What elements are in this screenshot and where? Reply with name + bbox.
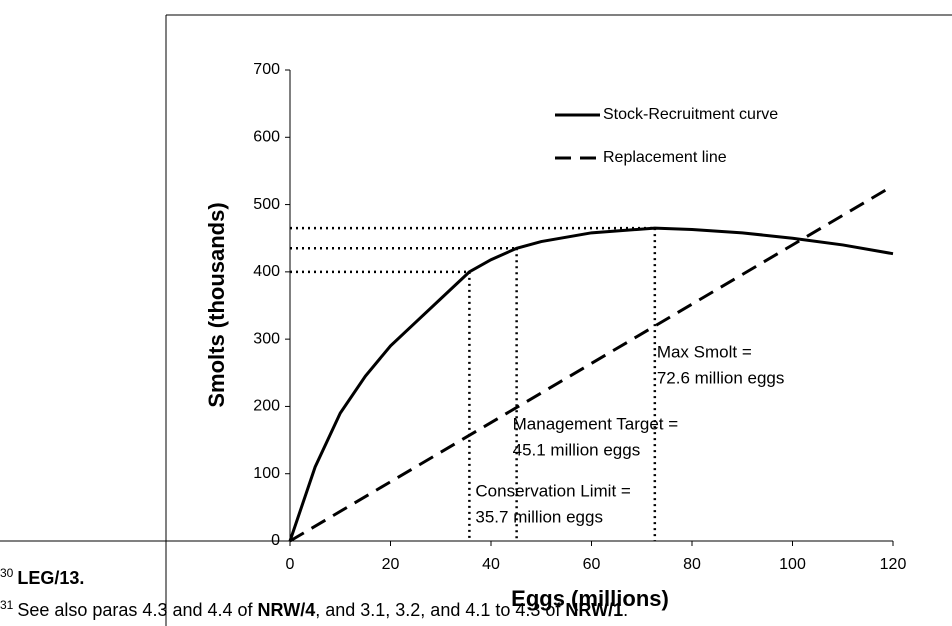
y-tick-label: 100 [253, 465, 280, 482]
x-tick-label: 0 [286, 556, 295, 573]
legend-label: Replacement line [603, 149, 727, 166]
y-tick-label: 500 [253, 196, 280, 213]
x-tick-label: 20 [382, 556, 400, 573]
footnote: 30 LEG/13. [0, 566, 84, 588]
footnote-text: NRW/4 [258, 600, 316, 620]
annotation: 45.1 million eggs [513, 440, 641, 459]
x-tick-label: 80 [683, 556, 701, 573]
annotation: Conservation Limit = [475, 481, 631, 500]
y-axis-label: Smolts (thousands) [204, 202, 229, 407]
y-tick-label: 700 [253, 61, 280, 78]
annotation: 72.6 million eggs [657, 368, 785, 387]
y-tick-label: 200 [253, 398, 280, 415]
x-axis-label: Eggs (millions) [511, 586, 669, 611]
footnote-number: 31 [0, 598, 14, 612]
footnote: 31 See also paras 4.3 and 4.4 of NRW/4, a… [0, 598, 628, 620]
footnote-text: , and 3.1, 3.2, and 4.1 to 4.3 of [315, 600, 565, 620]
x-tick-label: 60 [583, 556, 601, 573]
footnote-text: . [623, 600, 628, 620]
annotation: Max Smolt = [657, 342, 752, 361]
y-tick-label: 0 [271, 532, 280, 549]
x-tick-label: 120 [880, 556, 907, 573]
footnote-number: 30 [0, 566, 14, 580]
series-line [288, 226, 894, 542]
y-tick-label: 600 [253, 129, 280, 146]
x-tick-label: 100 [779, 556, 806, 573]
x-tick-label: 40 [482, 556, 500, 573]
annotation: Management Target = [513, 414, 679, 433]
y-tick-label: 300 [253, 330, 280, 347]
footnote-text: See also paras 4.3 and 4.4 of [17, 600, 257, 620]
footnote-text: LEG/13. [17, 568, 84, 588]
legend-label: Stock-Recruitment curve [603, 106, 778, 123]
footnote-text: NRW/1 [565, 600, 623, 620]
y-tick-label: 400 [253, 263, 280, 280]
annotation: 35.7 million eggs [475, 507, 603, 526]
series-line [289, 184, 894, 543]
